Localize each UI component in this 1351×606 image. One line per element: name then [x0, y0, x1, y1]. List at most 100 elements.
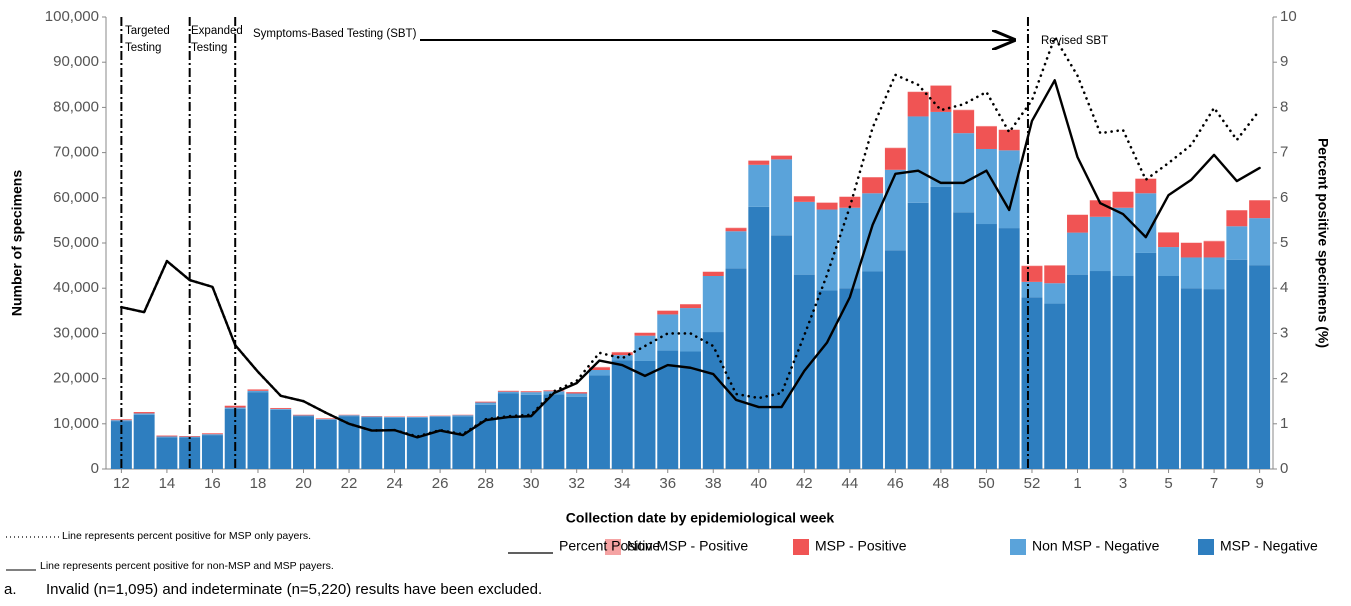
y-tick-label: 90,000: [53, 53, 99, 70]
bar: [270, 408, 291, 409]
bar: [1044, 283, 1065, 303]
bar: [953, 133, 974, 212]
bar: [134, 415, 155, 469]
bar: [771, 159, 792, 235]
y2-tick-label: 1: [1280, 415, 1288, 432]
y-tick-label: 20,000: [53, 370, 99, 387]
legend-symbol: [1198, 539, 1214, 555]
bar: [794, 196, 815, 201]
bar: [862, 271, 883, 469]
bar: [748, 165, 769, 207]
bar: [156, 436, 177, 437]
bar: [1226, 260, 1247, 469]
bar: [475, 405, 496, 469]
bar: [999, 228, 1020, 469]
bar: [999, 130, 1020, 150]
bar: [316, 418, 337, 419]
x-tick-label: 9: [1255, 475, 1263, 492]
bar: [908, 92, 929, 116]
bar: [612, 355, 633, 360]
annotation: Testing: [191, 42, 227, 54]
bar: [885, 148, 906, 170]
y2-axis-title: Percent positive specimens (%): [1315, 138, 1331, 348]
legend-symbol: [1010, 539, 1026, 555]
bar: [771, 235, 792, 469]
bar: [976, 149, 997, 224]
bar: [498, 392, 519, 394]
bar: [156, 437, 177, 469]
bar: [247, 392, 268, 469]
bar: [953, 110, 974, 133]
bar: [1181, 243, 1202, 257]
bar: [1021, 266, 1042, 282]
bar: [179, 436, 200, 437]
bar: [521, 391, 542, 392]
bar: [475, 403, 496, 405]
bar: [430, 417, 451, 469]
bar: [475, 402, 496, 403]
bar: [817, 290, 838, 469]
bar: [589, 375, 610, 469]
bar: [862, 177, 883, 193]
legend-label: MSP - Negative: [1220, 538, 1318, 554]
x-axis-title: Collection date by epidemiological week: [566, 510, 835, 526]
x-tick-label: 34: [614, 475, 631, 492]
legend-label: Non MSP - Negative: [1032, 538, 1160, 554]
bar: [270, 410, 291, 469]
bar: [771, 156, 792, 160]
x-tick-label: 24: [386, 475, 403, 492]
x-tick-label: 7: [1210, 475, 1218, 492]
bar: [202, 435, 223, 469]
x-tick-label: 16: [204, 475, 221, 492]
y-tick-label: 70,000: [53, 144, 99, 161]
y-tick-label: 80,000: [53, 98, 99, 115]
y2-tick-label: 4: [1280, 279, 1288, 296]
bar: [885, 170, 906, 250]
bar: [407, 418, 428, 469]
bar: [817, 203, 838, 210]
footnote: Invalid (n=1,095) and indeterminate (n=5…: [46, 581, 542, 598]
bar: [817, 210, 838, 291]
bar: [703, 276, 724, 332]
y-tick-label: 0: [91, 460, 99, 477]
bar: [316, 419, 337, 420]
bar: [566, 394, 587, 397]
bar: [612, 361, 633, 469]
bar: [543, 394, 564, 469]
bar: [1090, 217, 1111, 271]
x-tick-label: 22: [341, 475, 358, 492]
bar: [1226, 210, 1247, 226]
bar: [134, 413, 155, 414]
bar: [634, 333, 655, 336]
note: Line represents percent positive for MSP…: [62, 530, 311, 542]
bar: [657, 314, 678, 350]
bar: [1181, 257, 1202, 288]
bar: [726, 268, 747, 469]
bar: [703, 332, 724, 469]
y2-tick-label: 10: [1280, 8, 1297, 25]
bar: [521, 392, 542, 395]
bar: [1044, 266, 1065, 284]
bar: [1249, 218, 1270, 265]
bar: [1067, 275, 1088, 469]
bar: [293, 415, 314, 416]
bar: [407, 417, 428, 418]
bar: [1067, 233, 1088, 275]
bar: [999, 150, 1020, 228]
bar: [1181, 288, 1202, 469]
x-tick-label: 18: [250, 475, 267, 492]
bar: [1044, 304, 1065, 469]
bar: [247, 389, 268, 390]
y2-tick-label: 2: [1280, 370, 1288, 387]
annotation: Symptoms-Based Testing (SBT): [253, 28, 417, 40]
bar: [566, 397, 587, 469]
bar: [361, 417, 382, 418]
legend-label: Percent Positive: [559, 538, 660, 554]
footnote-marker: a.: [4, 581, 17, 598]
x-tick-label: 30: [523, 475, 540, 492]
x-tick-label: 1: [1073, 475, 1081, 492]
y-axis-title: Number of specimens: [9, 170, 25, 316]
bar: [748, 161, 769, 165]
bar: [384, 418, 405, 469]
note: Line represents percent positive for non…: [40, 560, 334, 572]
